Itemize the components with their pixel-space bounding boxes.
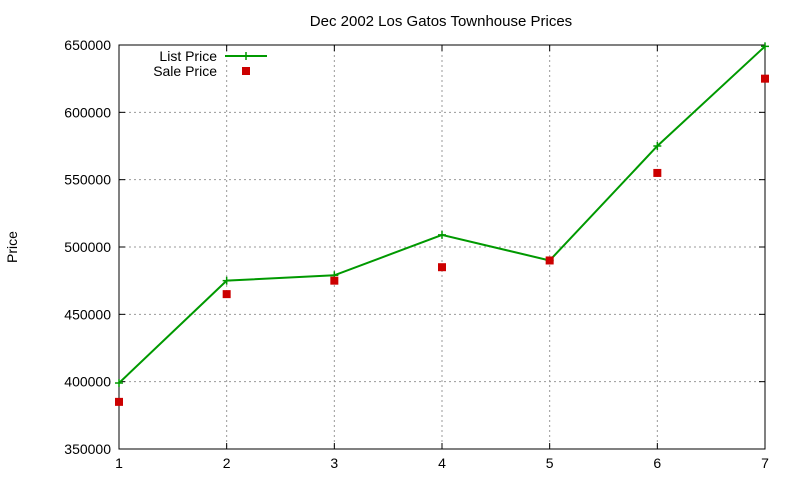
list-price-point <box>761 42 769 51</box>
sale-price-point <box>761 74 769 83</box>
grid <box>119 45 765 449</box>
y-tick-label: 600000 <box>64 104 111 120</box>
x-tick-label: 7 <box>761 455 769 471</box>
x-tick-label: 1 <box>115 455 123 471</box>
y-tick-label: 450000 <box>64 306 111 322</box>
y-tick-label: 400000 <box>64 374 111 390</box>
axes: 350000 400000 450000 500000 550000 600000 6500… <box>64 37 769 471</box>
sale-price-point <box>545 256 554 265</box>
sale-price-point <box>330 276 339 285</box>
legend-label: Sale Price <box>153 63 217 79</box>
list-price-point <box>653 142 662 150</box>
y-tick-label: 650000 <box>64 37 111 53</box>
x-tick-label: 2 <box>223 455 231 471</box>
series-list-price <box>115 42 769 388</box>
legend-swatch-square <box>242 67 250 75</box>
x-tick-label: 5 <box>546 455 554 471</box>
y-tick-label: 350000 <box>64 441 111 457</box>
chart-title: Dec 2002 Los Gatos Townhouse Prices <box>310 13 572 30</box>
series <box>115 42 769 406</box>
x-tick-label: 4 <box>438 455 446 471</box>
y-tick-label: 550000 <box>64 172 111 188</box>
sale-price-point <box>438 263 446 272</box>
sale-price-point <box>222 290 231 299</box>
y-tick-label: 500000 <box>64 239 111 255</box>
sale-price-point <box>653 168 662 177</box>
legend-label: List Price <box>159 48 217 64</box>
y-axis-label: Price <box>4 231 20 263</box>
series-sale-price <box>115 74 769 406</box>
x-tick-label: 3 <box>330 455 338 471</box>
legend-swatch-marker <box>242 52 250 60</box>
list-price-point <box>222 276 231 285</box>
list-price-point <box>115 379 123 388</box>
x-tick-label: 6 <box>653 455 661 471</box>
sale-price-point <box>115 397 123 406</box>
list-price-point <box>438 230 446 239</box>
